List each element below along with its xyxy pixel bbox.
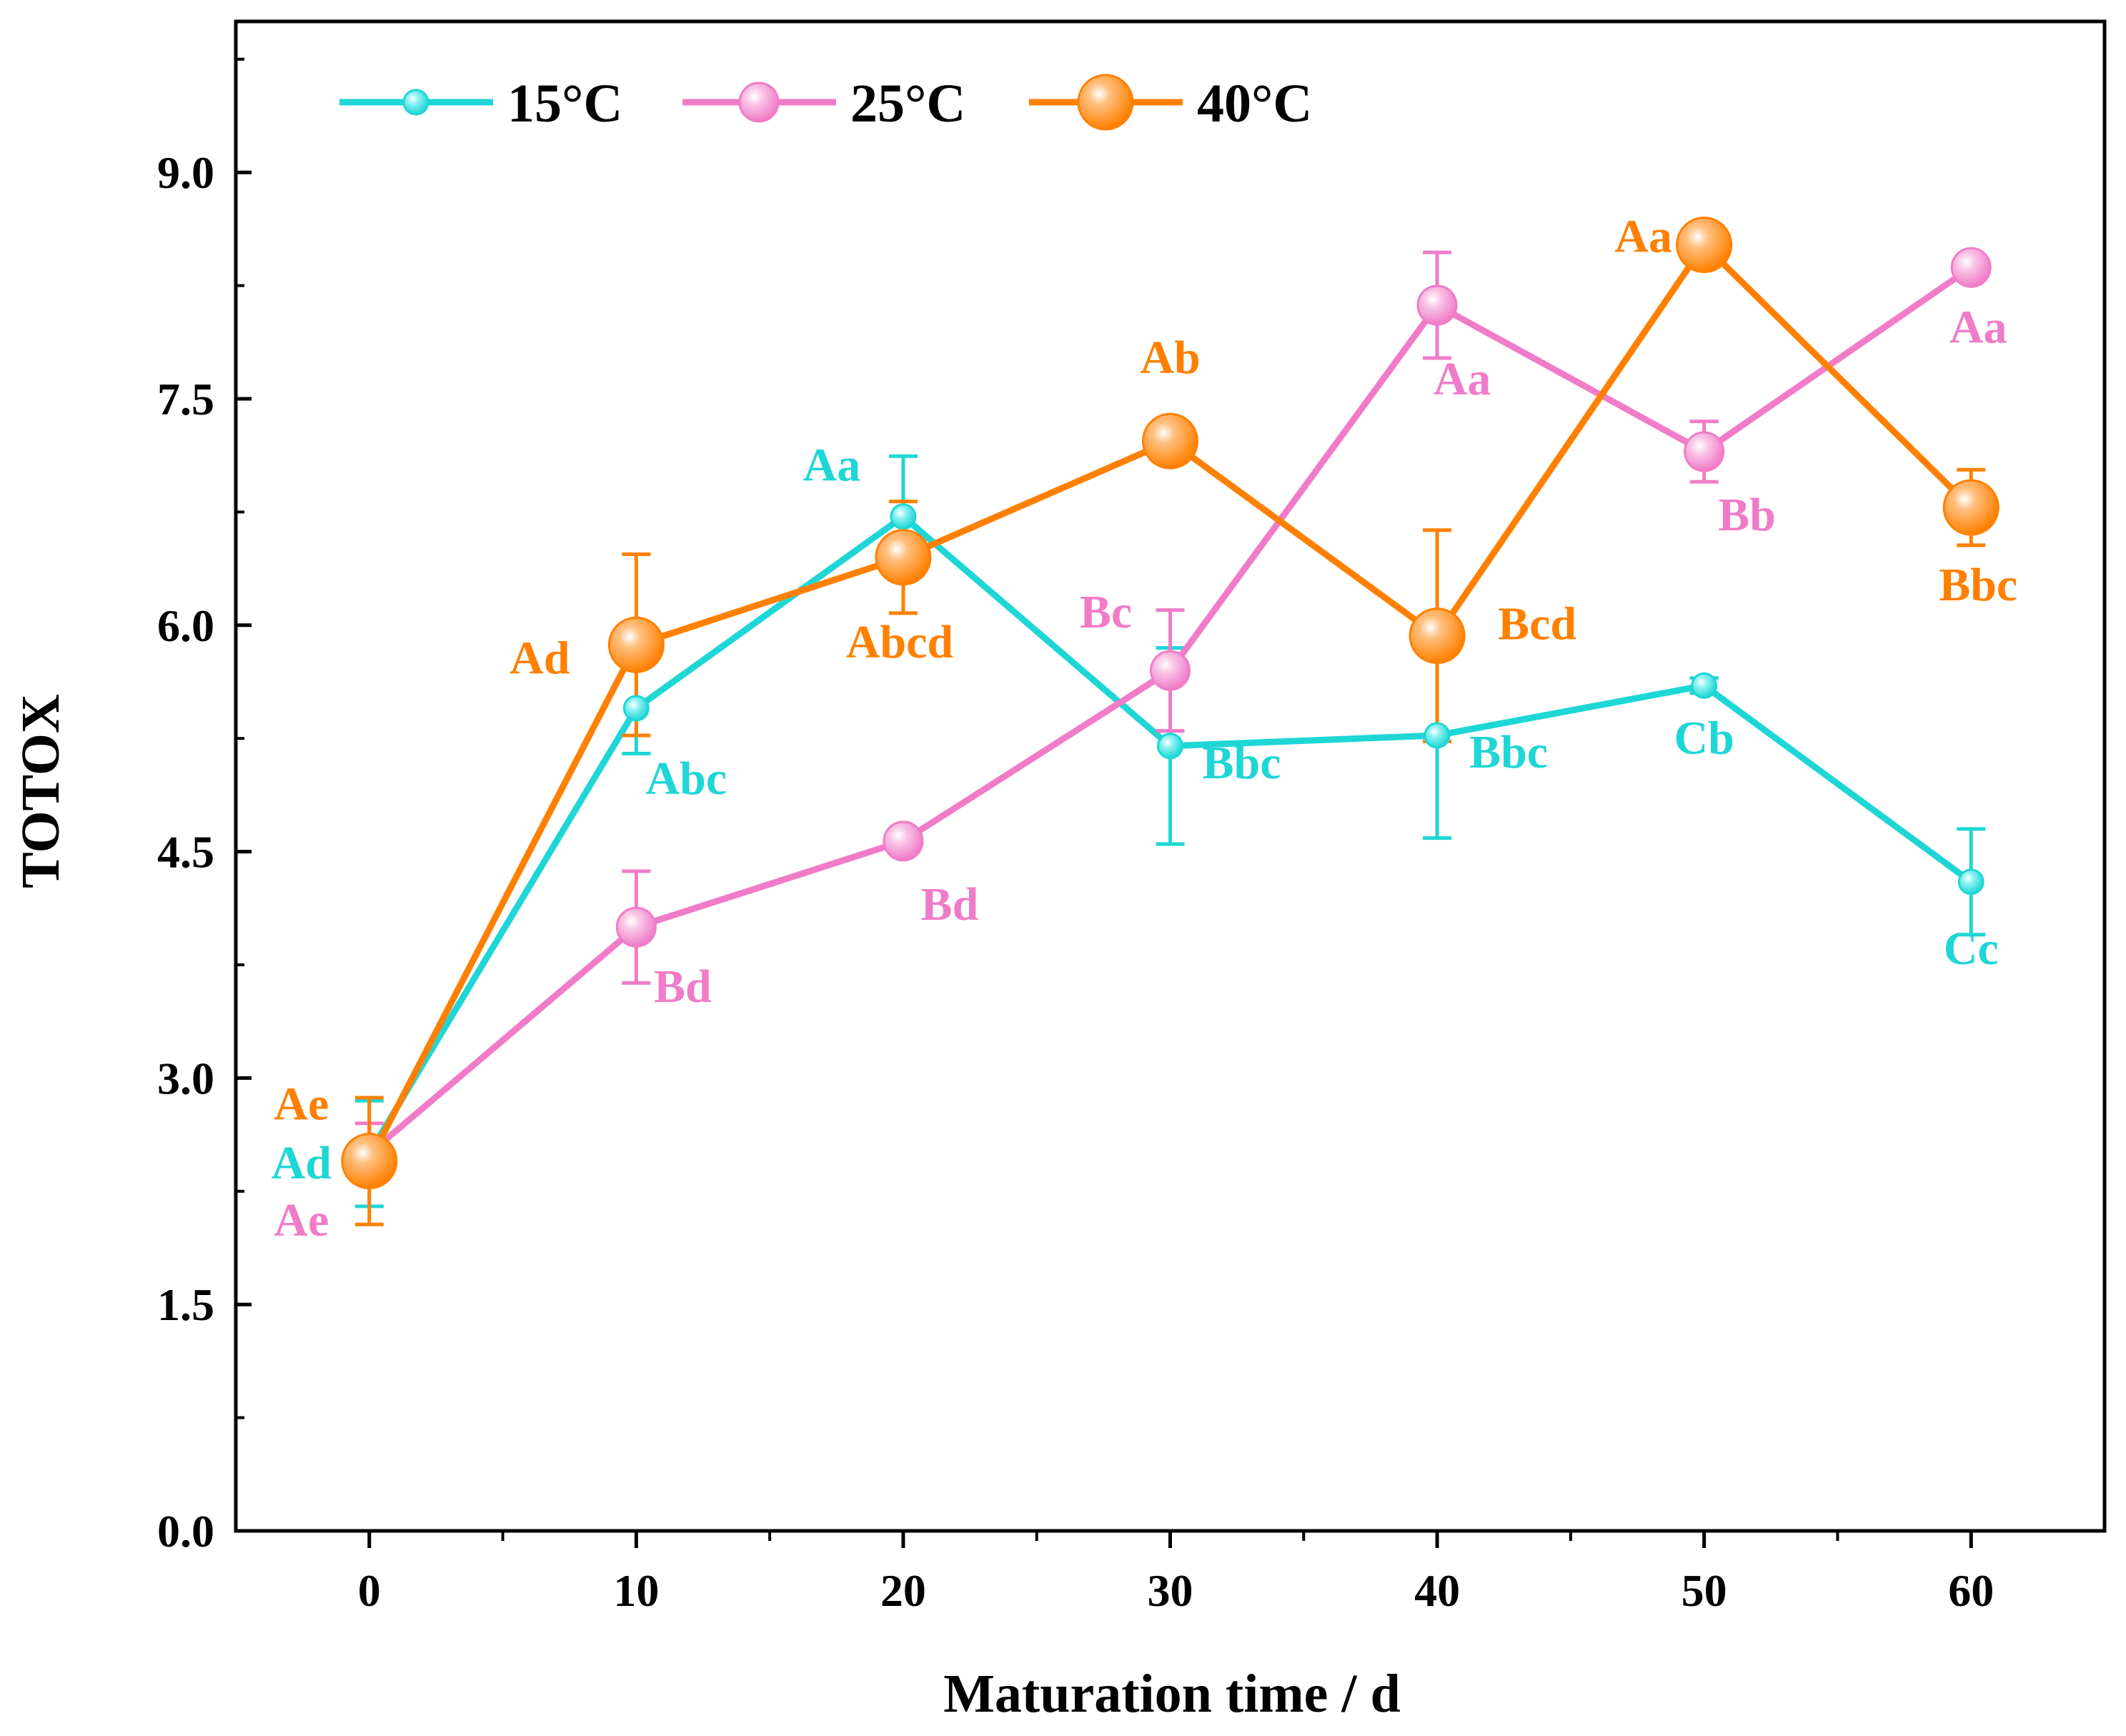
x-tick-label: 40 (1414, 1565, 1460, 1616)
significance-label: Abcd (846, 616, 953, 668)
legend-marker (1077, 74, 1134, 131)
data-point (607, 616, 665, 673)
legend-item: 40°C (1029, 74, 1312, 134)
x-tick-label: 0 (358, 1565, 381, 1616)
y-axis-title: TOTOX (11, 694, 71, 888)
y-tick-label: 1.5 (157, 1279, 214, 1330)
legend-label: 15°C (507, 74, 622, 134)
y-tick-label: 9.0 (157, 147, 214, 198)
significance-label: Cc (1944, 923, 1999, 975)
significance-label: Cb (1674, 712, 1734, 764)
significance-label: Ae (274, 1078, 329, 1131)
significance-label: Ad (510, 632, 570, 684)
significance-label: Bd (921, 878, 979, 931)
legend-item: 15°C (339, 74, 622, 134)
data-point (1150, 650, 1191, 691)
significance-label: Bbc (1939, 559, 2017, 611)
data-point (1409, 607, 1466, 665)
significance-label: Bbc (1202, 737, 1281, 789)
significance-label: Aa (1434, 353, 1491, 405)
data-point (615, 906, 657, 948)
significance-label: Ad (272, 1137, 332, 1189)
series-markers-2 (341, 217, 2000, 1190)
x-tick-label: 10 (613, 1565, 659, 1616)
significance-label: Ab (1140, 332, 1200, 384)
y-tick-label: 7.5 (157, 374, 214, 425)
x-tick-label: 30 (1148, 1565, 1193, 1616)
data-point (341, 1133, 398, 1190)
data-point (1684, 431, 1725, 472)
data-point (1957, 868, 1985, 896)
significance-label: Bb (1718, 489, 1776, 541)
data-point (1142, 412, 1198, 470)
significance-label: Ae (274, 1194, 329, 1246)
legend-marker (402, 89, 429, 116)
data-point (1676, 217, 1733, 274)
y-tick-label: 3.0 (157, 1053, 214, 1103)
data-point (622, 695, 650, 722)
data-point (890, 503, 917, 530)
data-point (1424, 722, 1451, 749)
data-point (1691, 672, 1718, 699)
significance-label: Abc (646, 753, 727, 805)
data-point (1950, 247, 1992, 288)
x-tick-label: 20 (880, 1565, 926, 1616)
x-tick-label: 50 (1682, 1565, 1727, 1616)
y-tick-label: 4.5 (157, 827, 214, 878)
significance-label: Aa (1949, 301, 2007, 353)
legend-marker (738, 81, 780, 123)
data-point (883, 820, 924, 862)
data-point (875, 529, 932, 586)
x-axis-title: Maturation time / d (943, 1664, 1401, 1724)
data-point (1157, 733, 1183, 760)
legend-item: 25°C (682, 74, 965, 134)
legend-label: 25°C (850, 74, 965, 134)
x-tick-label: 60 (1948, 1565, 1994, 1616)
significance-label: Bd (654, 961, 712, 1013)
significance-label: Aa (1614, 211, 1672, 263)
significance-label: Bcd (1498, 598, 1576, 650)
y-tick-label: 0.0 (157, 1506, 214, 1557)
series-0 (354, 454, 1986, 1209)
y-tick-label: 6.0 (157, 600, 214, 651)
data-point (1416, 284, 1458, 326)
legend-label: 40°C (1197, 74, 1312, 134)
significance-label: Aa (803, 440, 861, 492)
significance-label: Bbc (1469, 726, 1548, 778)
data-point (1942, 479, 2000, 536)
significance-label: Bc (1080, 586, 1132, 638)
